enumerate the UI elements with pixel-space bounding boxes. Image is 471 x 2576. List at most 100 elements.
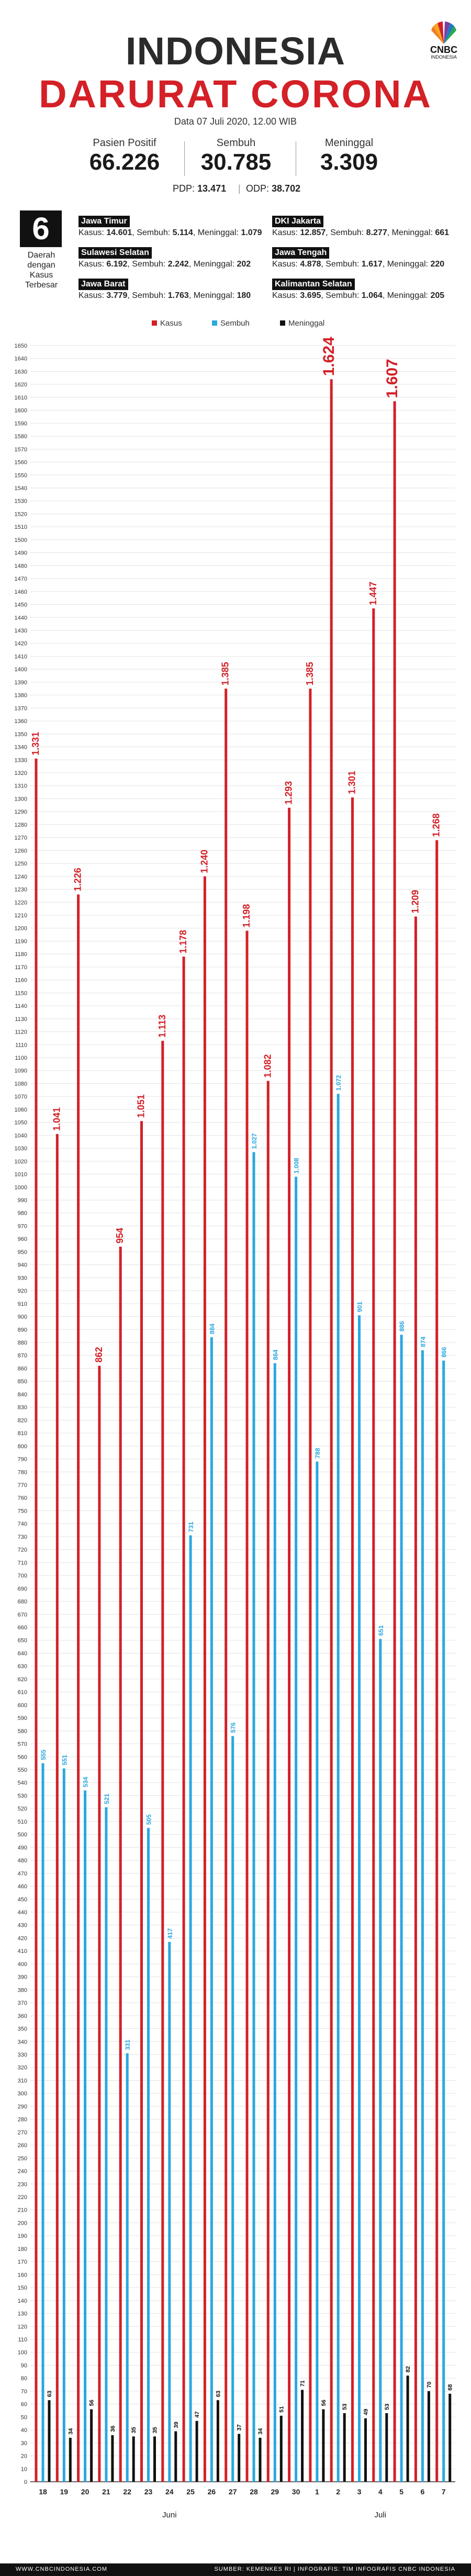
y-tick-label: 1470 [15,576,27,582]
data-label-meninggal: 71 [300,2380,306,2386]
x-tick-label: 3 [357,2488,362,2496]
y-tick-label: 1520 [15,511,27,517]
bar-sembuh [210,1337,213,2482]
region-stat-label: Meninggal: [193,291,237,300]
y-tick-label: 310 [18,2078,27,2084]
y-tick-label: 1410 [15,653,27,660]
header: INDONESIA DARURAT CORONA Data 07 Juli 20… [0,0,471,199]
pdp-label: PDP: [173,183,195,194]
caption-line: Daerah [27,251,55,260]
region-stat-label: Kasus: [78,228,107,237]
bar-meninggal [406,2375,409,2482]
data-label-meninggal: 82 [405,2366,411,2372]
y-tick-label: 570 [18,1741,27,1748]
bar-meninggal [132,2436,135,2482]
data-label-kasus: 1.268 [431,814,442,837]
y-tick-label: 420 [18,1935,27,1941]
bar-kasus [266,1081,270,2482]
data-label-kasus: 1.385 [220,662,231,685]
data-label-kasus: 1.624 [320,337,338,376]
data-label-sembuh: 551 [61,1755,68,1765]
y-tick-label: 1340 [15,745,27,751]
data-label-kasus: 1.198 [241,904,252,928]
y-tick-label: 690 [18,1586,27,1592]
bar-meninggal [322,2409,325,2482]
y-tick-label: 290 [18,2104,27,2110]
bar-kasus [35,758,38,2482]
region-item: Kalimantan Selatan Kasus: 3.695, Sembuh: … [272,279,471,302]
y-tick-label: 460 [18,1884,27,1890]
footer: WWW.CNBCINDONESIA.COM SUMBER: KEMENKES R… [0,2563,471,2576]
y-tick-label: 920 [18,1288,27,1294]
y-tick-label: 430 [18,1923,27,1929]
region-stats: Kasus: 14.601, Sembuh: 5.114, Meninggal:… [78,228,262,237]
y-tick-label: 220 [18,2194,27,2201]
y-tick-label: 870 [18,1353,27,1359]
legend-swatch [212,320,217,326]
y-tick-label: 670 [18,1612,27,1618]
region-stat-value: 14.601 [106,228,132,237]
data-label-kasus: 1.209 [410,890,420,913]
y-tick-label: 100 [18,2350,27,2356]
y-tick-label: 660 [18,1625,27,1631]
logo-subtext: INDONESIA [431,54,457,60]
region-stat-label: Kasus: [272,291,300,300]
data-label-sembuh: 534 [82,1776,89,1787]
y-tick-label: 1650 [15,343,27,349]
stat-divider [184,141,185,176]
y-tick-label: 1260 [15,848,27,854]
x-tick-label: 22 [123,2488,131,2496]
y-tick-label: 1070 [15,1094,27,1100]
region-stats: Kasus: 6.192, Sembuh: 2.242, Meninggal: … [78,260,251,269]
data-label-meninggal: 63 [215,2391,221,2397]
y-tick-label: 380 [18,1987,27,1993]
data-label-meninggal: 35 [131,2427,137,2433]
y-tick-label: 160 [18,2272,27,2278]
data-label-sembuh: 874 [419,1336,427,1347]
region-stat-value: 220 [430,260,445,269]
y-tick-label: 440 [18,1909,27,1916]
x-tick-label: 24 [165,2488,174,2496]
x-tick-label: 4 [378,2488,383,2496]
y-tick-label: 1510 [15,524,27,530]
y-tick-label: 550 [18,1767,27,1773]
data-label-meninggal: 36 [110,2426,116,2432]
footer-source: SUMBER: KEMENKES RI | INFOGRAFIS: TIM IN… [214,2566,455,2572]
data-label-sembuh: 555 [40,1749,47,1760]
y-tick-label: 1440 [15,615,27,621]
y-tick-label: 1140 [15,1003,27,1009]
y-tick-label: 800 [18,1444,27,1450]
data-label-meninggal: 51 [278,2406,285,2413]
data-label-sembuh: 651 [377,1625,385,1636]
x-tick-label: 5 [399,2488,403,2496]
y-tick-label: 1100 [15,1055,27,1061]
x-tick-label: 23 [144,2488,153,2496]
y-tick-label: 1540 [15,485,27,492]
bar-sembuh [105,1807,108,2482]
y-tick-label: 1000 [15,1184,27,1191]
data-label-kasus: 1.051 [136,1094,147,1118]
bar-kasus [245,930,249,2482]
report-date: Data 07 Juli 2020, 12.00 WIB [174,116,297,127]
cnbc-logo: CNBC INDONESIA [423,20,465,60]
legend-label: Kasus [160,319,182,328]
y-tick-label: 390 [18,1974,27,1981]
bar-kasus [225,689,228,2482]
y-tick-label: 720 [18,1547,27,1553]
bar-meninggal [279,2415,283,2482]
y-tick-label: 1170 [15,964,27,971]
region-count-caption: Daerah dengan Kasus Terbesar [10,250,72,290]
y-tick-label: 20 [21,2453,27,2460]
y-tick-label: 1580 [15,434,27,440]
data-label-kasus: 1.331 [30,732,41,756]
bar-sembuh [442,1360,445,2482]
stat-recovered-value: 30.785 [200,149,272,175]
y-tick-label: 400 [18,1961,27,1968]
bar-meninggal [111,2435,114,2482]
data-label-kasus: 1.113 [157,1015,167,1038]
region-stat-value: 1.763 [167,291,189,300]
region-item: Jawa Timur Kasus: 14.601, Sembuh: 5.114, … [78,216,277,239]
y-tick-label: 140 [18,2298,27,2304]
bar-meninggal [69,2437,72,2482]
odp-readout: ODP: 38.702 [246,183,300,194]
